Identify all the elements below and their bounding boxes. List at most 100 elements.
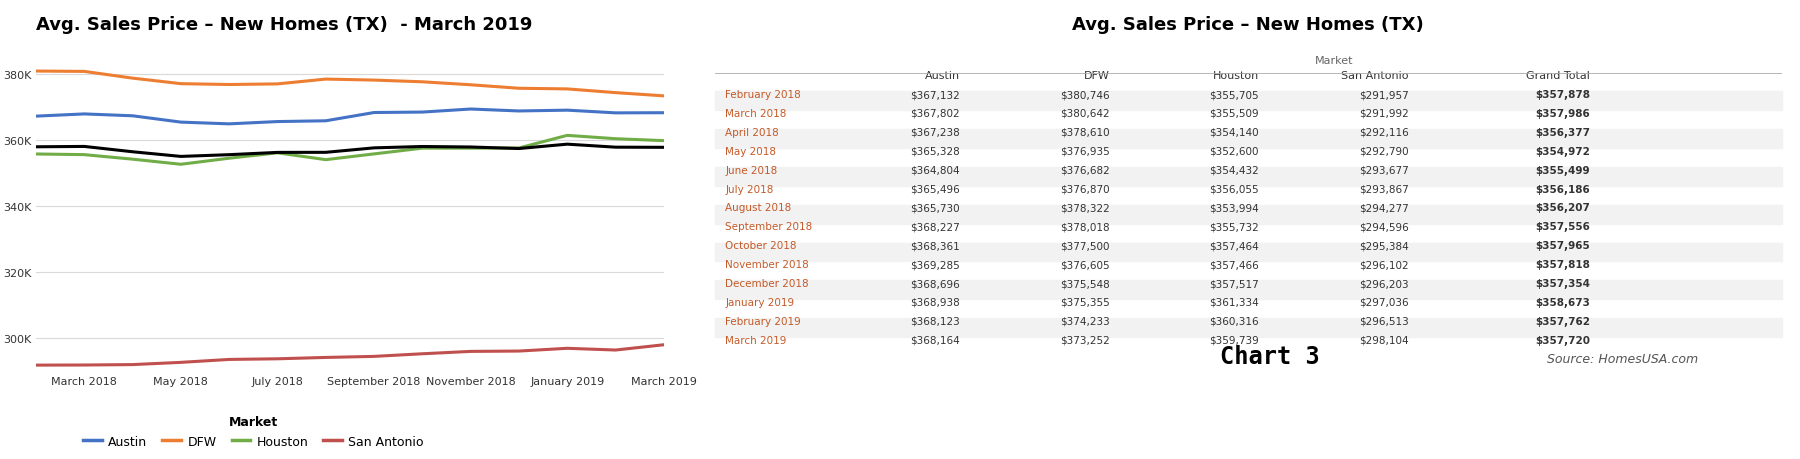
Text: $357,720: $357,720	[1535, 335, 1589, 345]
Text: $368,227: $368,227	[911, 222, 959, 232]
Text: February 2019: February 2019	[725, 316, 801, 326]
Text: $358,673: $358,673	[1535, 297, 1589, 307]
Text: $354,432: $354,432	[1210, 165, 1258, 175]
Text: $374,233: $374,233	[1060, 316, 1109, 326]
Text: $292,116: $292,116	[1359, 128, 1408, 138]
Text: $365,730: $365,730	[911, 203, 959, 213]
Text: $368,696: $368,696	[911, 279, 959, 288]
Text: $376,935: $376,935	[1060, 146, 1109, 157]
Text: $294,277: $294,277	[1359, 203, 1408, 213]
Text: $357,354: $357,354	[1535, 279, 1589, 288]
Text: December 2018: December 2018	[725, 279, 808, 288]
Text: $357,965: $357,965	[1535, 241, 1589, 251]
Text: March 2019: March 2019	[725, 335, 787, 345]
Text: $378,018: $378,018	[1060, 222, 1109, 232]
Text: Avg. Sales Price – New Homes (TX)  - March 2019: Avg. Sales Price – New Homes (TX) - Marc…	[36, 16, 533, 34]
Text: Market: Market	[1314, 56, 1354, 66]
Text: $373,252: $373,252	[1060, 335, 1109, 345]
Text: November 2018: November 2018	[725, 260, 810, 269]
Text: $368,938: $368,938	[911, 297, 959, 307]
Text: $369,285: $369,285	[911, 260, 959, 269]
Text: $364,804: $364,804	[911, 165, 959, 175]
Text: $357,818: $357,818	[1535, 260, 1589, 269]
Text: $352,600: $352,600	[1210, 146, 1258, 157]
Text: $295,384: $295,384	[1359, 241, 1408, 251]
Text: $377,500: $377,500	[1060, 241, 1109, 251]
Text: $357,556: $357,556	[1535, 222, 1589, 232]
Text: January 2019: January 2019	[725, 297, 794, 307]
Text: $357,464: $357,464	[1210, 241, 1258, 251]
Text: Source: HomesUSA.com: Source: HomesUSA.com	[1548, 352, 1699, 365]
Text: $357,466: $357,466	[1210, 260, 1258, 269]
Text: $355,732: $355,732	[1210, 222, 1258, 232]
Text: $357,517: $357,517	[1210, 279, 1258, 288]
Text: $380,746: $380,746	[1060, 90, 1109, 100]
Text: February 2018: February 2018	[725, 90, 801, 100]
Text: $378,610: $378,610	[1060, 128, 1109, 138]
Text: $355,705: $355,705	[1210, 90, 1258, 100]
Text: $367,238: $367,238	[911, 128, 959, 138]
Bar	[715, 319, 1782, 337]
Text: DFW: DFW	[1084, 71, 1109, 81]
Text: $376,605: $376,605	[1060, 260, 1109, 269]
Text: July 2018: July 2018	[725, 184, 774, 194]
Text: June 2018: June 2018	[725, 165, 778, 175]
Bar	[715, 130, 1782, 149]
Text: $293,677: $293,677	[1359, 165, 1408, 175]
Text: March 2018: March 2018	[725, 109, 787, 119]
Text: $354,972: $354,972	[1535, 146, 1589, 157]
Text: $365,496: $365,496	[911, 184, 959, 194]
Text: $376,682: $376,682	[1060, 165, 1109, 175]
Text: $378,322: $378,322	[1060, 203, 1109, 213]
Text: $380,642: $380,642	[1060, 109, 1109, 119]
Text: $360,316: $360,316	[1210, 316, 1258, 326]
Text: May 2018: May 2018	[725, 146, 776, 157]
Text: $296,203: $296,203	[1359, 279, 1408, 288]
Text: Austin: Austin	[925, 71, 959, 81]
Text: $357,986: $357,986	[1535, 109, 1589, 119]
Text: San Antonio: San Antonio	[1341, 71, 1408, 81]
Text: $297,036: $297,036	[1359, 297, 1408, 307]
Bar	[715, 168, 1782, 186]
Bar	[715, 205, 1782, 224]
Text: $359,739: $359,739	[1210, 335, 1258, 345]
Text: $356,377: $356,377	[1535, 128, 1589, 138]
Text: $298,104: $298,104	[1359, 335, 1408, 345]
Text: $361,334: $361,334	[1210, 297, 1258, 307]
Text: $291,957: $291,957	[1359, 90, 1408, 100]
Text: $296,102: $296,102	[1359, 260, 1408, 269]
Legend: Austin, DFW, Houston, San Antonio: Austin, DFW, Houston, San Antonio	[77, 411, 428, 453]
Text: $355,509: $355,509	[1210, 109, 1258, 119]
Text: August 2018: August 2018	[725, 203, 792, 213]
Text: $354,140: $354,140	[1210, 128, 1258, 138]
Text: Grand Total: Grand Total	[1526, 71, 1589, 81]
Text: $296,513: $296,513	[1359, 316, 1408, 326]
Bar	[715, 281, 1782, 300]
Text: $293,867: $293,867	[1359, 184, 1408, 194]
Text: Chart 3: Chart 3	[1220, 345, 1319, 369]
Text: $376,870: $376,870	[1060, 184, 1109, 194]
Text: $367,802: $367,802	[911, 109, 959, 119]
Text: $356,186: $356,186	[1535, 184, 1589, 194]
Text: April 2018: April 2018	[725, 128, 779, 138]
Text: $356,055: $356,055	[1210, 184, 1258, 194]
Text: $357,762: $357,762	[1535, 316, 1589, 326]
Text: $353,994: $353,994	[1210, 203, 1258, 213]
Text: $292,790: $292,790	[1359, 146, 1408, 157]
Text: Houston: Houston	[1213, 71, 1258, 81]
Text: $375,355: $375,355	[1060, 297, 1109, 307]
Title: Avg. Sales Price – New Homes (TX): Avg. Sales Price – New Homes (TX)	[1073, 16, 1424, 34]
Text: $356,207: $356,207	[1535, 203, 1589, 213]
Text: $355,499: $355,499	[1535, 165, 1589, 175]
Text: $367,132: $367,132	[911, 90, 959, 100]
Text: $368,361: $368,361	[911, 241, 959, 251]
Text: $365,328: $365,328	[911, 146, 959, 157]
Text: $291,992: $291,992	[1359, 109, 1408, 119]
Bar	[715, 92, 1782, 111]
Text: October 2018: October 2018	[725, 241, 797, 251]
Text: $357,878: $357,878	[1535, 90, 1589, 100]
Text: $368,123: $368,123	[911, 316, 959, 326]
Text: $368,164: $368,164	[911, 335, 959, 345]
Text: $375,548: $375,548	[1060, 279, 1109, 288]
Bar	[715, 243, 1782, 262]
